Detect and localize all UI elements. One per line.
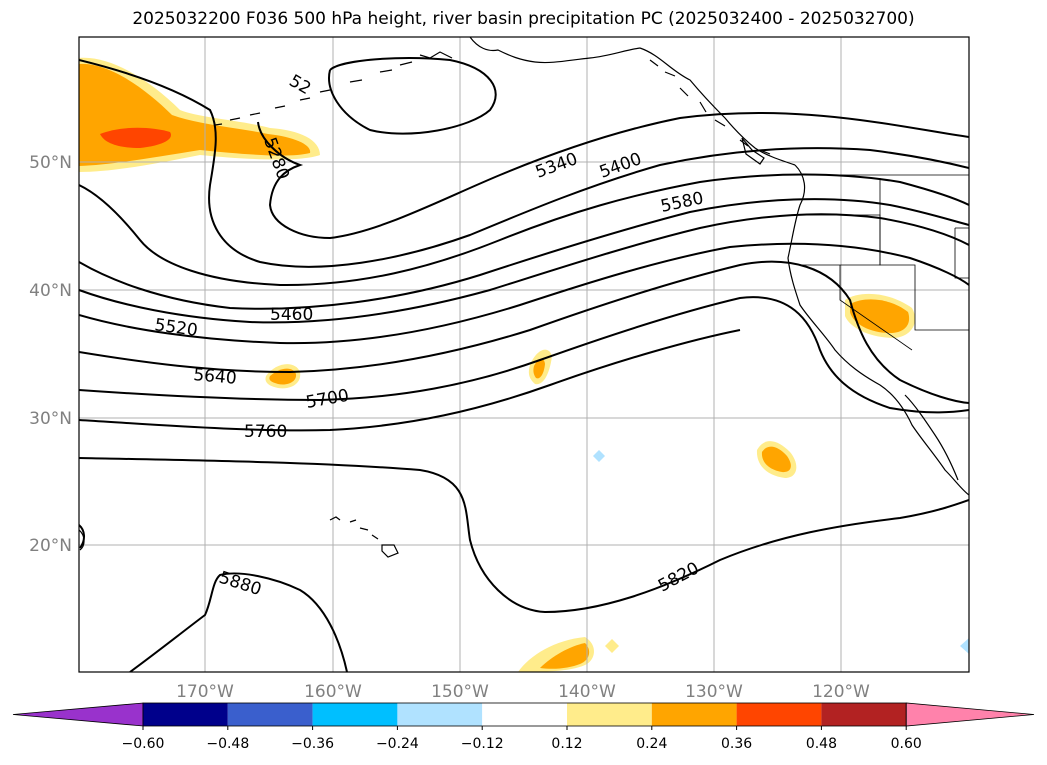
contour-label: 5760: [244, 422, 287, 442]
colorbar-outline: [142, 702, 907, 727]
colorbar-tick-label: −0.12: [461, 736, 504, 752]
colorbar-segment: [736, 703, 822, 726]
lat-label-40n: 40°N: [29, 281, 72, 301]
colorbar-tick-label: −0.36: [291, 736, 334, 752]
colorbar-segment: [651, 703, 737, 726]
lat-label-50n: 50°N: [29, 153, 72, 173]
lon-label-160w: 160°W: [304, 682, 362, 702]
colorbar-extend-high: [905, 702, 1035, 727]
longitude-labels: 170°W 160°W 150°W 140°W 130°W 120°W: [176, 682, 870, 702]
lon-label-120w: 120°W: [812, 682, 870, 702]
contour-label: 5640: [193, 365, 238, 389]
lat-label-20n: 20°N: [29, 536, 72, 556]
colorbar-segment: [312, 703, 398, 726]
colorbar-tick-label: −0.60: [122, 736, 165, 752]
colorbar: −0.60 −0.48 −0.36 −0.24 −0.12 0.12 0.24 0.36 0.4…: [12, 702, 1035, 752]
colorbar-segment: [821, 703, 907, 726]
lon-label-150w: 150°W: [431, 682, 489, 702]
colorbar-tick-label: 0.12: [551, 736, 582, 752]
map-frame: [78, 36, 970, 673]
colorbar-tick-label: 0.36: [721, 736, 752, 752]
map-area: 52 5280 5340 5400 5580 5460 5520 5640 57…: [79, 37, 969, 672]
lon-label-140w: 140°W: [558, 682, 616, 702]
lon-label-170w: 170°W: [176, 682, 234, 702]
colorbar-tick-label: −0.24: [376, 736, 419, 752]
colorbar-segment: [143, 703, 228, 726]
gridlines: [79, 37, 969, 672]
colorbar-segment: [227, 703, 313, 726]
colorbar-segment: [482, 703, 567, 726]
latitude-labels: 50°N 40°N 30°N 20°N: [29, 153, 72, 556]
chart-title: 2025032200 F036 500 hPa height, river ba…: [132, 9, 915, 29]
colorbar-extend-low: [12, 702, 144, 727]
lon-label-130w: 130°W: [685, 682, 743, 702]
lat-label-30n: 30°N: [29, 409, 72, 429]
contour-label: 5460: [270, 305, 313, 325]
colorbar-tick-label: 0.24: [636, 736, 667, 752]
colorbar-tick-label: −0.48: [206, 736, 249, 752]
height-contours: [79, 57, 969, 672]
colorbar-segment: [397, 703, 483, 726]
coastlines: [79, 37, 969, 558]
colorbar-tick-label: 0.60: [891, 736, 922, 752]
colorbar-tick-label: 0.48: [806, 736, 837, 752]
colorbar-segment: [567, 703, 652, 726]
